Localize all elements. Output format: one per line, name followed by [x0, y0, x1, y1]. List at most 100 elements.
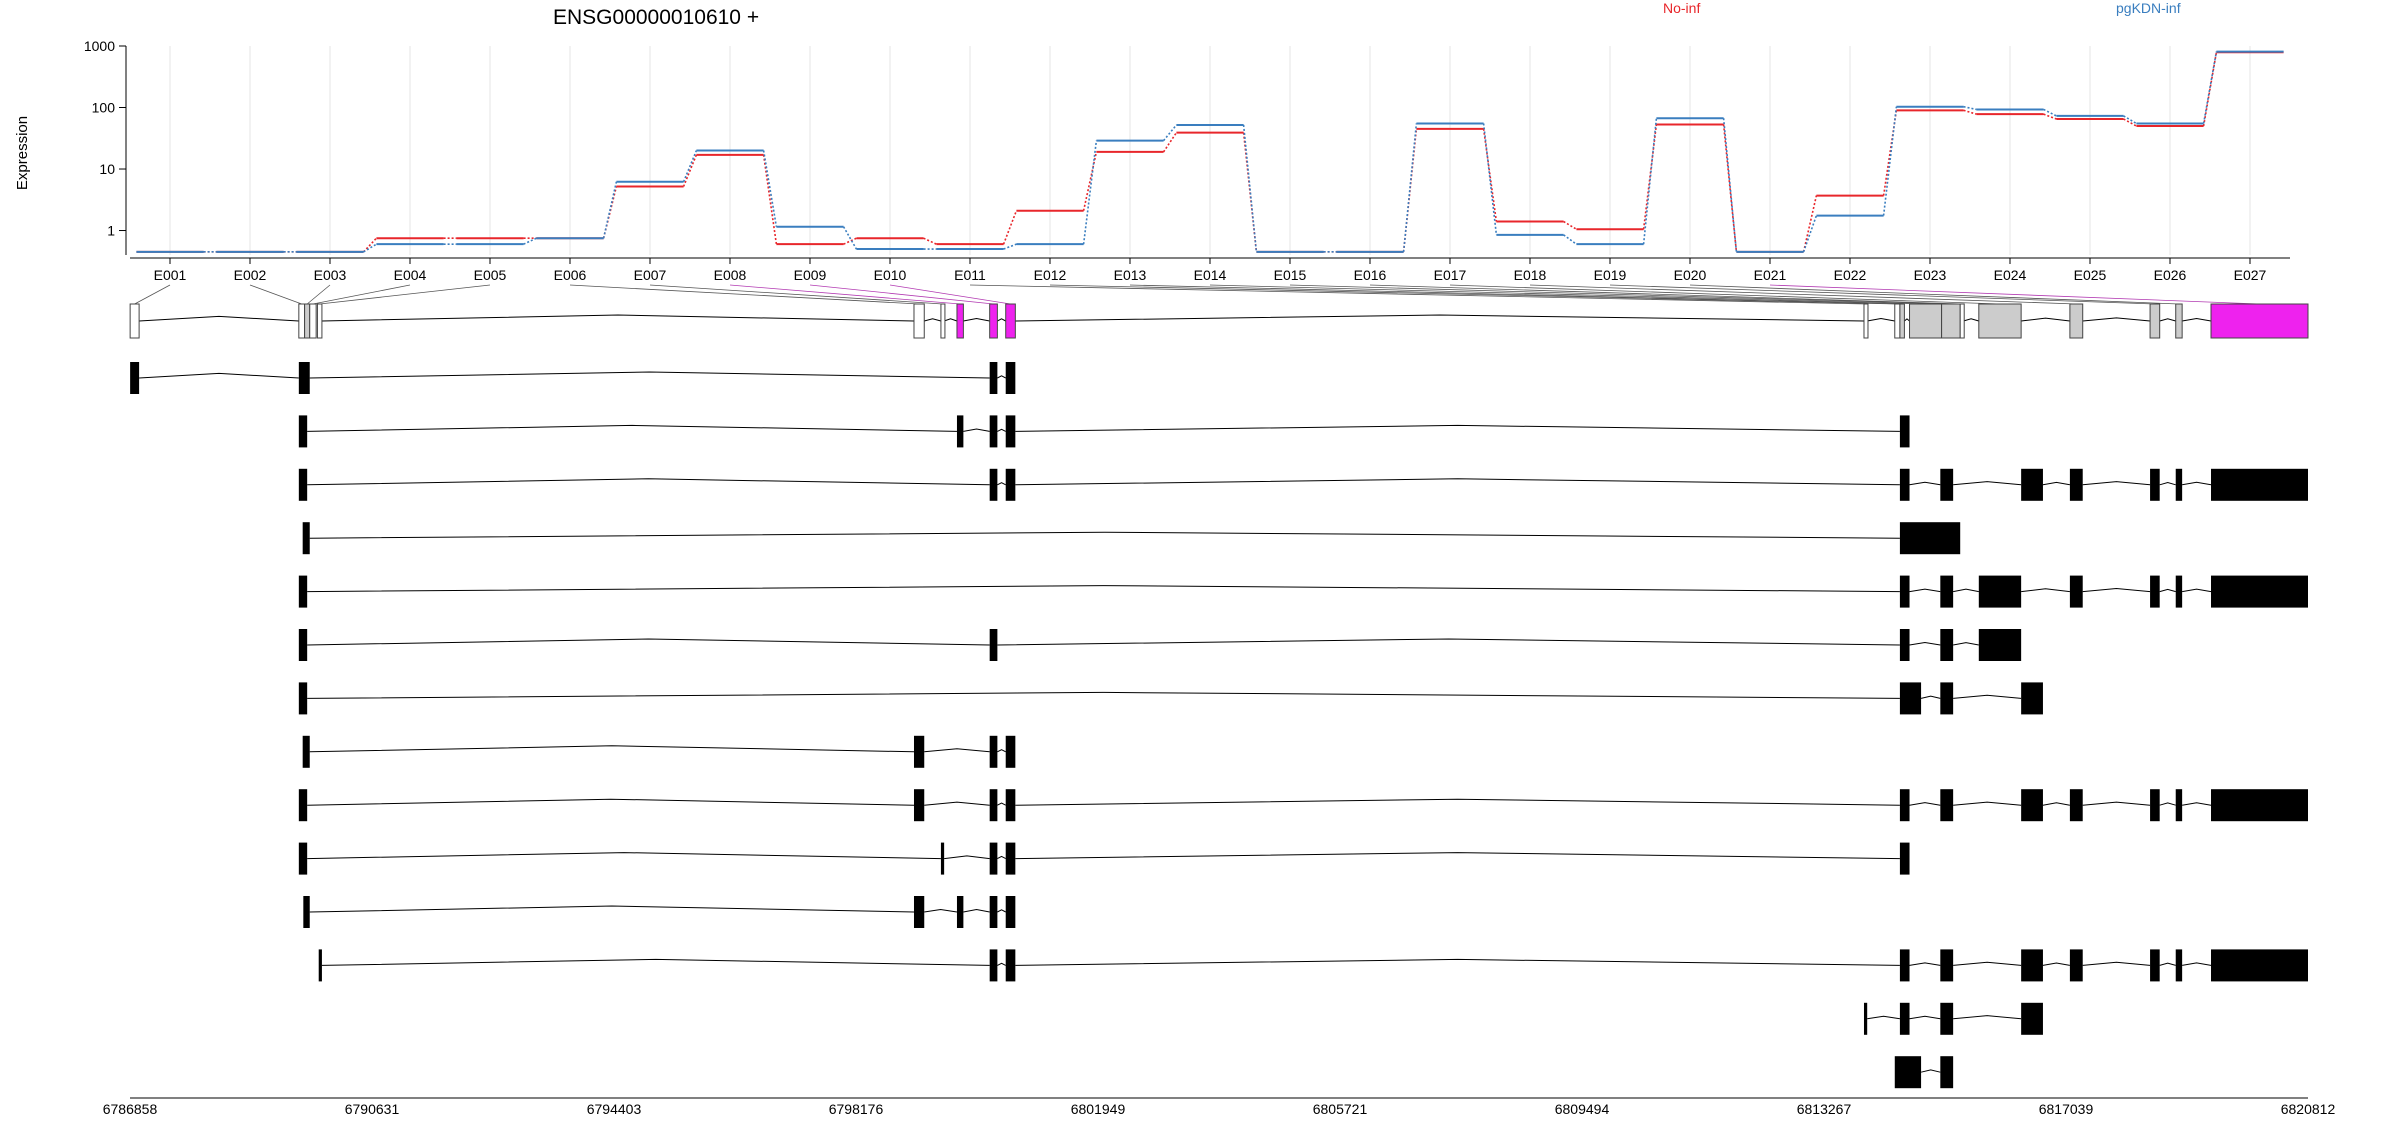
exon-connector-line — [1689, 284, 2179, 305]
transcript-intron — [2082, 801, 2151, 806]
transcript-exon — [1894, 1056, 1922, 1089]
exon-connector-line — [969, 284, 1866, 305]
transcript-exon — [2150, 575, 2160, 608]
x-tick-label-e024: E024 — [1994, 267, 2027, 283]
data-connector — [1482, 128, 1498, 222]
transcript-track — [298, 468, 2308, 501]
data-connector — [1162, 124, 1178, 142]
genome-axis-label: 6798176 — [829, 1101, 884, 1117]
y-tick-label-1000: 1000 — [84, 38, 115, 54]
transcript-exon — [2021, 468, 2043, 501]
transcript-exon — [2021, 682, 2043, 715]
x-tick-label-e016: E016 — [1354, 267, 1387, 283]
intron-line — [963, 318, 990, 322]
transcript-exon — [1940, 789, 1954, 822]
intron-line — [997, 318, 1006, 322]
data-connector — [1082, 140, 1098, 245]
transcript-intron — [997, 909, 1006, 913]
transcript-exon — [1005, 949, 1016, 982]
transcript-intron — [1953, 481, 2022, 486]
gene-model-exon — [316, 303, 323, 339]
x-tick-label-e017: E017 — [1434, 267, 1467, 283]
transcript-exon — [2021, 949, 2043, 982]
gene-model-exon — [1959, 303, 1965, 339]
transcript-intron — [2042, 802, 2070, 806]
transcript-exon — [1005, 896, 1016, 928]
exon-connector-line — [1609, 284, 2155, 305]
transcript-track — [318, 949, 2308, 982]
x-tick-label-e011: E011 — [954, 267, 986, 283]
data-connector — [363, 243, 377, 253]
x-tick-label-e019: E019 — [1594, 267, 1627, 283]
transcript-exon — [1940, 468, 1954, 501]
transcript-intron — [2159, 482, 2176, 486]
transcript-track — [302, 522, 1961, 555]
transcript-exon — [1005, 362, 1016, 394]
transcript-exon — [1940, 1056, 1954, 1089]
exon-connector-line — [729, 284, 961, 305]
transcript-exon — [2069, 468, 2083, 501]
exon-connector-line — [1129, 284, 1903, 305]
transcript-exon — [2150, 468, 2160, 501]
transcript-intron — [924, 801, 990, 806]
legend-label-no-inf: No-inf — [1663, 0, 1700, 16]
x-tick-label-e027: E027 — [2234, 267, 2267, 283]
x-tick-label-e004: E004 — [394, 267, 427, 283]
exon-connector-line — [809, 284, 994, 305]
transcript-exon — [130, 362, 140, 394]
data-connector — [1802, 215, 1818, 253]
transcript-track — [1894, 1056, 1954, 1089]
x-tick-label-e025: E025 — [2074, 267, 2107, 283]
exon-connector-line — [1049, 284, 1898, 305]
transcript-exon — [989, 362, 998, 394]
intron-line — [2159, 318, 2176, 322]
transcript-intron — [997, 749, 1006, 753]
transcript-intron — [2159, 588, 2176, 593]
exon-connector-line — [1289, 284, 1951, 305]
transcript-exon — [318, 949, 322, 982]
gene-model-exon — [2069, 303, 2084, 339]
transcript-exon — [1940, 682, 1954, 715]
genome-axis-label: 6809494 — [1555, 1101, 1610, 1117]
y-axis-label: Expression — [14, 116, 31, 190]
exon-connector-line — [306, 284, 331, 305]
exon-connector-line — [1769, 284, 2260, 305]
genome-axis-label: 6817039 — [2039, 1101, 2094, 1117]
transcript-exon — [2150, 949, 2160, 982]
intron-line — [139, 315, 299, 322]
transcript-intron — [2182, 588, 2212, 593]
gene-model-exon — [989, 303, 998, 339]
transcript-intron — [1015, 852, 1900, 860]
data-connector — [682, 154, 698, 187]
intron-line — [2021, 317, 2070, 322]
data-connector — [2123, 118, 2137, 127]
x-tick-label-e012: E012 — [1034, 267, 1067, 283]
transcript-exon — [1899, 1002, 1910, 1035]
x-tick-label-e005: E005 — [474, 267, 507, 283]
gene-model-exon — [298, 303, 306, 339]
transcript-intron — [1909, 962, 1941, 966]
data-connector — [1722, 118, 1738, 252]
transcript-exon — [2069, 949, 2083, 982]
plot-layer: 1 10 100 1000 E001 E002 E003 E004 E005 E006 E007 E0… — [84, 38, 2336, 1117]
transcript-intron — [924, 908, 958, 913]
transcript-intron — [307, 424, 957, 432]
gene-model-exon — [304, 303, 311, 339]
transcript-exon — [1005, 789, 1016, 822]
chart-title: ENSG00000010610 + — [553, 6, 759, 29]
data-connector — [2043, 108, 2057, 117]
transcript-track — [298, 789, 2308, 822]
transcript-track — [298, 682, 2043, 715]
transcript-exon — [989, 415, 998, 448]
transcript-intron — [1909, 481, 1941, 486]
transcript-exon — [989, 468, 998, 501]
y-tick-label-100: 100 — [92, 100, 116, 116]
genome-axis-label: 6820812 — [2281, 1101, 2336, 1117]
transcript-exon — [1899, 842, 1910, 875]
gene-model-exon — [1863, 303, 1869, 339]
transcript-exon — [1940, 949, 1954, 982]
x-tick-label-e022: E022 — [1834, 267, 1867, 283]
transcript-intron — [1015, 798, 1900, 806]
gene-model-exon — [1941, 303, 1961, 339]
transcript-exon — [1005, 842, 1016, 875]
